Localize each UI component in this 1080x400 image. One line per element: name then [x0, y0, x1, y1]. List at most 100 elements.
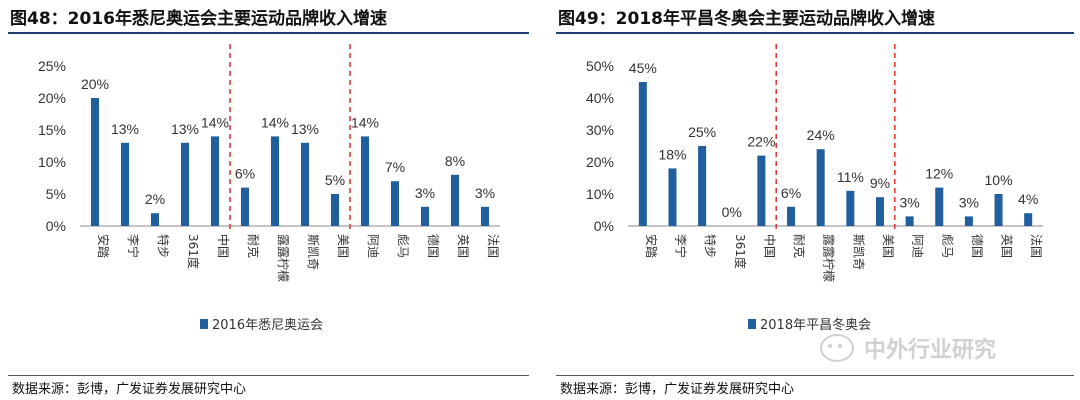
- category-label: 李宁: [673, 234, 688, 258]
- data-label: 6%: [235, 166, 255, 182]
- y-tick-label: 50%: [586, 58, 614, 74]
- data-label: 22%: [747, 134, 775, 150]
- data-label: 20%: [81, 76, 109, 92]
- bar: [787, 206, 796, 226]
- data-label: 11%: [837, 169, 864, 185]
- category-label: 李宁: [126, 234, 141, 258]
- category-label: 耐克: [792, 234, 806, 258]
- y-tick-label: 0%: [594, 218, 614, 234]
- y-tick-label: 0%: [46, 218, 66, 234]
- chart-panel-left: 图48：2016年悉尼奥运会主要运动品牌收入增速 0% 5% 10% 15% 20% 25…: [0, 0, 535, 400]
- data-label: 24%: [807, 127, 835, 143]
- bar: [451, 174, 459, 226]
- y-tick-label: 25%: [38, 58, 66, 74]
- chart-title: 图48：2016年悉尼奥运会主要运动品牌收入增速: [10, 9, 387, 29]
- bar-chart-2016: 0% 5% 10% 15% 20% 25% 20% 安踏 13% 李宁 2% 特步 13% 361度 14%…: [38, 44, 500, 333]
- source-note: 数据来源：彭博，广发证券发展研究中心: [560, 382, 795, 397]
- source-rule: [8, 375, 529, 376]
- data-label: 25%: [688, 124, 716, 140]
- bar: [905, 216, 914, 226]
- data-label: 3%: [959, 194, 979, 210]
- legend-label: 2018年平昌冬奥会: [760, 317, 871, 333]
- category-label: 彪马: [940, 234, 954, 258]
- bar: [481, 206, 489, 226]
- source-note: 数据来源：彭博，广发证券发展研究中心: [12, 382, 247, 397]
- data-label: 7%: [385, 159, 405, 175]
- data-label: 6%: [781, 185, 801, 201]
- bar: [935, 187, 944, 226]
- bar: [698, 146, 707, 226]
- y-tick-label: 30%: [586, 122, 614, 138]
- category-label: 安踏: [96, 234, 111, 258]
- bar: [301, 142, 309, 226]
- source-rule: [556, 375, 1074, 376]
- chart-title: 图49：2018年平昌冬奥会主要运动品牌收入增速: [558, 9, 935, 29]
- category-label: 361度: [733, 234, 748, 269]
- legend-swatch: [200, 319, 208, 329]
- bar: [91, 98, 99, 226]
- data-label: 0%: [722, 204, 742, 220]
- bar: [211, 136, 219, 226]
- bar: [757, 155, 766, 226]
- category-label: 安踏: [644, 234, 659, 258]
- title-rule: [556, 32, 1074, 34]
- bar: [121, 142, 129, 226]
- data-label: 18%: [658, 146, 686, 162]
- bar: [361, 136, 369, 226]
- y-tick-label: 20%: [586, 154, 614, 170]
- category-label: 露露柠檬: [276, 234, 291, 282]
- data-label: 3%: [899, 194, 919, 210]
- y-tick-label: 20%: [38, 90, 66, 106]
- y-tick-label: 5%: [46, 186, 66, 202]
- bar: [181, 142, 189, 226]
- data-label: 3%: [475, 185, 495, 201]
- category-label: 法国: [486, 234, 500, 258]
- data-label: 13%: [111, 121, 139, 137]
- y-tick-label: 10%: [38, 154, 66, 170]
- bar: [638, 82, 647, 226]
- category-label: 中国: [216, 234, 231, 258]
- category-label: 英国: [456, 234, 470, 258]
- category-label: 德国: [970, 234, 985, 258]
- data-label: 2%: [145, 191, 165, 207]
- data-label: 9%: [870, 175, 890, 191]
- category-label: 阿迪: [911, 234, 925, 258]
- category-label: 法国: [1029, 234, 1043, 258]
- y-tick-label: 15%: [38, 122, 66, 138]
- bar: [846, 190, 855, 226]
- category-label: 英国: [1000, 234, 1014, 258]
- category-label: 阿迪: [366, 234, 380, 258]
- data-label: 3%: [415, 185, 435, 201]
- legend-label: 2016年悉尼奥运会: [212, 318, 323, 333]
- category-label: 美国: [336, 234, 350, 258]
- bar: [241, 187, 249, 226]
- bar: [331, 194, 339, 226]
- bar: [1024, 213, 1033, 226]
- category-label: 特步: [703, 234, 718, 258]
- category-label: 德国: [426, 234, 441, 258]
- data-label: 10%: [985, 172, 1013, 188]
- bar: [964, 216, 973, 226]
- legend-swatch: [748, 319, 756, 329]
- category-label: 彪马: [396, 234, 410, 258]
- chart-panel-right: 图49：2018年平昌冬奥会主要运动品牌收入增速 0% 10% 20% 30% 40% 5…: [548, 0, 1080, 400]
- watermark-text: 中外行业研究: [864, 338, 997, 363]
- data-label: 12%: [925, 166, 953, 182]
- watermark: 中外行业研究: [820, 330, 996, 366]
- bar: [875, 197, 884, 226]
- data-label: 5%: [325, 172, 345, 188]
- bar: [391, 181, 399, 226]
- data-label: 8%: [445, 153, 465, 169]
- category-label: 中国: [762, 234, 777, 258]
- bar-chart-2018: 0%10%20%30%40%50% 45%安踏18%李宁25%特步0%361度22…: [586, 44, 1043, 333]
- category-label: 特步: [156, 234, 171, 258]
- title-rule: [8, 32, 529, 34]
- category-label: 耐克: [246, 234, 260, 258]
- bar: [271, 136, 279, 226]
- bar: [421, 206, 429, 226]
- category-label: 361度: [186, 234, 201, 269]
- wechat-icon: [820, 334, 854, 362]
- data-label: 14%: [201, 114, 229, 130]
- bar: [816, 149, 825, 226]
- bar: [151, 213, 159, 226]
